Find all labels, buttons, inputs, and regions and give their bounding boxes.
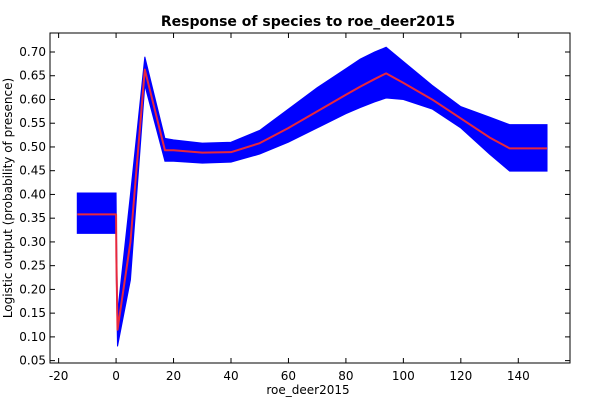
y-tick-label: 0.45	[19, 164, 46, 178]
chart-title: Response of species to roe_deer2015	[161, 14, 455, 30]
x-axis-label: roe_deer2015	[266, 383, 349, 397]
y-tick-label: 0.40	[19, 187, 46, 201]
plot-area	[76, 46, 548, 347]
y-tick-label: 0.05	[19, 354, 46, 368]
x-tick-label: 20	[166, 369, 181, 383]
y-tick-label: 0.65	[19, 69, 46, 83]
plot-frame	[49, 32, 571, 364]
x-axis: -20 0 20 40 60 80 100 120 140	[49, 33, 530, 383]
x-tick-label: 60	[281, 369, 296, 383]
y-tick-label: 0.10	[19, 330, 46, 344]
y-tick-label: 0.70	[19, 45, 46, 59]
y-tick-label: 0.50	[19, 140, 46, 154]
y-tick-label: 0.30	[19, 235, 46, 249]
y-axis-label: Logistic output (probability of presence…	[1, 78, 15, 318]
y-tick-label: 0.60	[19, 92, 46, 106]
x-tick-label: -20	[49, 369, 69, 383]
y-tick-label: 0.35	[19, 211, 46, 225]
y-tick-label: 0.25	[19, 259, 46, 273]
x-tick-label: 80	[338, 369, 353, 383]
x-tick-label: 0	[112, 369, 120, 383]
y-tick-label: 0.55	[19, 116, 46, 130]
y-tick-label: 0.20	[19, 282, 46, 296]
x-tick-label: 120	[449, 369, 472, 383]
x-tick-label: 40	[223, 369, 238, 383]
y-tick-label: 0.15	[19, 306, 46, 320]
x-tick-label: 140	[507, 369, 530, 383]
mean-response-line	[77, 68, 548, 331]
confidence-band	[76, 46, 548, 347]
y-axis: 0.05 0.10 0.15 0.20 0.25 0.30 0.35 0.40 0.45 0.50…	[19, 45, 570, 368]
x-tick-label: 100	[392, 369, 415, 383]
